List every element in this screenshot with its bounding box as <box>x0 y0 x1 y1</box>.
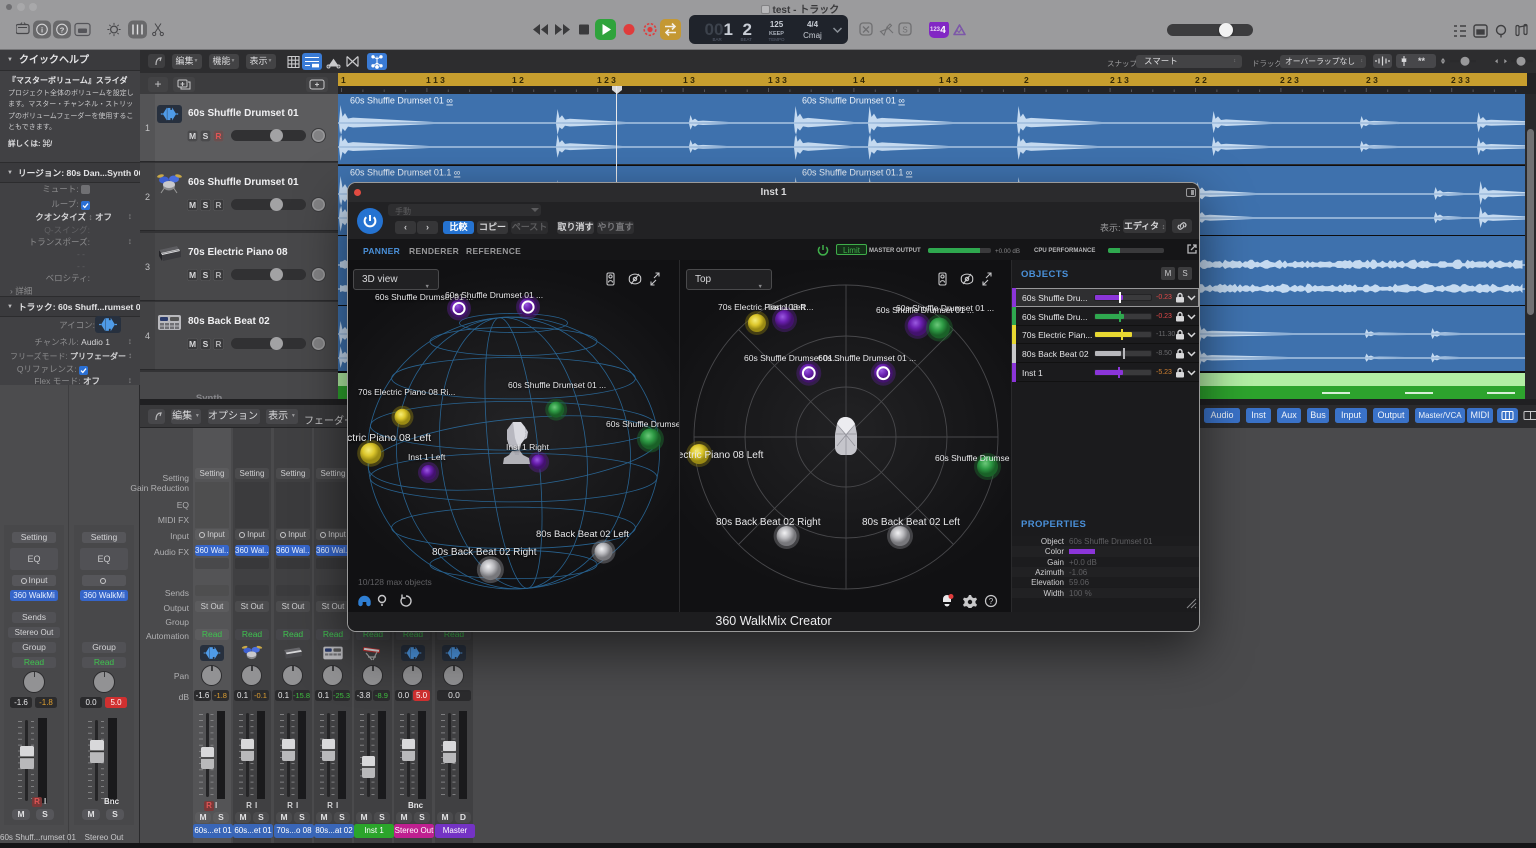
svg-text:60s Shuffle Drumset: 60s Shuffle Drumset <box>606 419 680 429</box>
svg-text:60s Shuffle Drumset 01 ∞: 60s Shuffle Drumset 01 ∞ <box>350 96 453 106</box>
svg-text:1 2: 1 2 <box>512 75 524 85</box>
svg-text:i: i <box>41 26 43 35</box>
svg-text:Inst 1 Right: Inst 1 Right <box>506 442 550 452</box>
svg-text:TEMPO: TEMPO <box>768 37 785 42</box>
svg-text:60s Shuffle Drumset 01 ∞: 60s Shuffle Drumset 01 ∞ <box>802 96 905 106</box>
svg-text:80s Back Beat 02 Left: 80s Back Beat 02 Left <box>536 529 629 540</box>
svg-text:60s Shuffle Drumset 01 ...: 60s Shuffle Drumset 01 ... <box>375 292 473 302</box>
svg-text:1 2 3: 1 2 3 <box>597 75 616 85</box>
svg-text:80s Back Beat 02 Right: 80s Back Beat 02 Right <box>432 547 537 558</box>
svg-text:1 1 3: 1 1 3 <box>426 75 445 85</box>
svg-text:4: 4 <box>940 25 946 36</box>
svg-text:00: 00 <box>705 20 724 39</box>
svg-text:2: 2 <box>1024 75 1029 85</box>
svg-text:125: 125 <box>770 20 784 29</box>
svg-text:Cmaj: Cmaj <box>803 31 822 40</box>
svg-text:2 1 3: 2 1 3 <box>1110 75 1129 85</box>
svg-text:2 3 3: 2 3 3 <box>1451 75 1470 85</box>
svg-text:60s Shuffle Drumset 01.1 ∞: 60s Shuffle Drumset 01.1 ∞ <box>350 167 460 177</box>
svg-text:1: 1 <box>341 75 346 85</box>
svg-text:60s Shuffle Drumset 01 ...: 60s Shuffle Drumset 01 ... <box>896 303 994 313</box>
svg-text:2 2: 2 2 <box>1195 75 1207 85</box>
svg-text:70s Electric Piano 08 Ri...: 70s Electric Piano 08 Ri... <box>358 387 455 397</box>
svg-text:80s Back Beat 02 Right: 80s Back Beat 02 Right <box>716 517 821 528</box>
svg-text:BAR: BAR <box>713 37 723 42</box>
svg-text:2: 2 <box>743 20 752 39</box>
svg-text:Inst 1 Left: Inst 1 Left <box>768 302 806 312</box>
svg-text:60s Shuffle Drumset 01.1 ∞: 60s Shuffle Drumset 01.1 ∞ <box>802 167 912 177</box>
svg-text:Inst 1 Left: Inst 1 Left <box>408 452 446 462</box>
svg-text:80s Back Beat 02 Left: 80s Back Beat 02 Left <box>862 517 960 528</box>
svg-text:60s Shuffle Drumset 01 ...: 60s Shuffle Drumset 01 ... <box>445 290 543 300</box>
svg-text:1 4: 1 4 <box>853 75 865 85</box>
svg-text:123: 123 <box>930 27 941 33</box>
svg-text:2 3: 2 3 <box>1366 75 1378 85</box>
svg-text:1 3: 1 3 <box>683 75 695 85</box>
svg-text:1 3 3: 1 3 3 <box>768 75 787 85</box>
svg-text:60s Shuffle Drumset 01 ...: 60s Shuffle Drumset 01 ... <box>876 305 974 315</box>
svg-text:1: 1 <box>724 20 733 39</box>
svg-text:60s Shuffle Drumset 01...: 60s Shuffle Drumset 01... <box>744 353 840 363</box>
svg-text:1 4 3: 1 4 3 <box>939 75 958 85</box>
svg-text:**: ** <box>1418 56 1426 66</box>
svg-text:S: S <box>902 26 907 35</box>
svg-text:?: ? <box>989 597 994 606</box>
svg-text:KEEP: KEEP <box>769 31 784 37</box>
svg-text:60s Shuffle Drumse: 60s Shuffle Drumse <box>935 453 1010 463</box>
svg-text:60s Shuffle Drumset 01 ...: 60s Shuffle Drumset 01 ... <box>818 353 916 363</box>
svg-text:70s Electric Piano 08 R...: 70s Electric Piano 08 R... <box>718 302 813 312</box>
svg-text:60s Shuffle Drumset 01 ...: 60s Shuffle Drumset 01 ... <box>508 380 606 390</box>
svg-text:BEAT: BEAT <box>741 37 753 42</box>
svg-text:70s Electric Piano 08 Left: 70s Electric Piano 08 Left <box>348 432 431 444</box>
svg-text:70s Electric Piano 08 Left: 70s Electric Piano 08 Left <box>680 450 764 461</box>
svg-text:4/4: 4/4 <box>807 20 819 29</box>
svg-text:?: ? <box>60 26 65 35</box>
svg-text:2 2 3: 2 2 3 <box>1280 75 1299 85</box>
